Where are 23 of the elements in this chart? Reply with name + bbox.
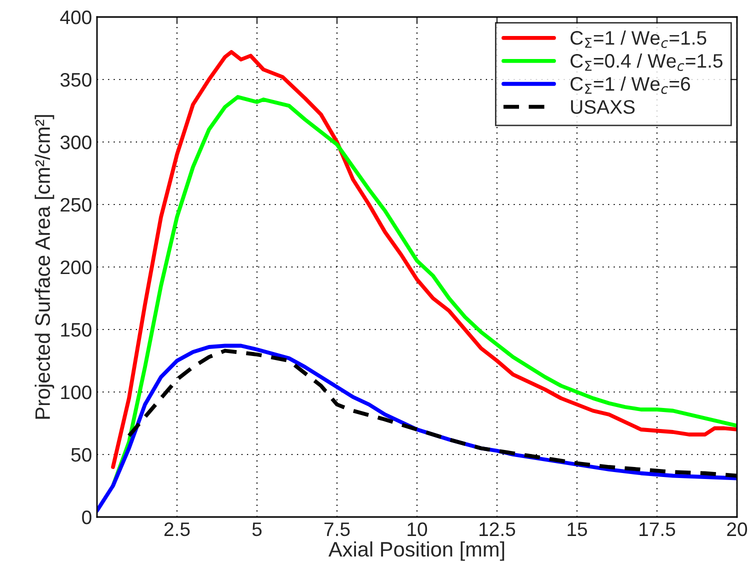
- x-tick-label: 12.5: [480, 522, 516, 536]
- y-tick-label: 400: [60, 10, 92, 24]
- legend-label: C$_{Σ}$=1 / We$_{c}$=1.5: [570, 30, 706, 48]
- y-tick-label: 250: [60, 198, 92, 212]
- y-tick-label: 100: [61, 385, 92, 400]
- y-tick-label: 350: [60, 72, 92, 87]
- x-tick-label: 15: [568, 522, 587, 536]
- x-tick-label: 10: [408, 522, 428, 536]
- y-tick-label: 50: [71, 448, 92, 462]
- y-tick-label: 0: [82, 510, 92, 524]
- x-tick-label: 5: [252, 522, 262, 536]
- y-tick-label: 150: [61, 322, 92, 337]
- legend-label: C$_{Σ}$=0.4 / We$_{c}$=1.5: [570, 53, 722, 71]
- x-axis-title: Axial Position [mm]: [328, 541, 504, 561]
- x-tick-label: 7.5: [324, 522, 350, 536]
- y-axis-title: Projected Surface Area [cm²/cm²]: [34, 115, 54, 419]
- legend-label: USAXS: [571, 100, 635, 114]
- y-tick-label: 300: [60, 135, 92, 150]
- x-tick-label: 20: [727, 522, 748, 536]
- legend-label: C$_{Σ}$=1 / We$_{c}$=6: [570, 76, 690, 94]
- x-tick-label: 2.5: [164, 522, 190, 536]
- y-tick-label: 200: [60, 260, 92, 274]
- x-tick-label: 17.5: [640, 522, 676, 536]
